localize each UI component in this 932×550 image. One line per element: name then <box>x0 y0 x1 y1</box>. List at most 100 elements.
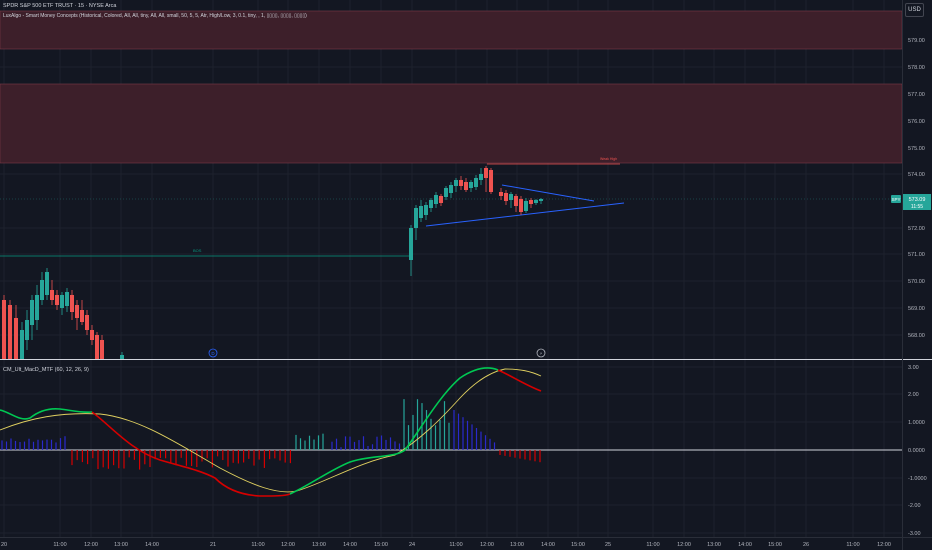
price-tick-label: 574.00 <box>908 172 925 178</box>
price-tick-label: 572.00 <box>908 226 925 232</box>
candle-body <box>459 180 463 186</box>
time-label: 14:00 <box>738 542 752 548</box>
candle-body <box>2 300 6 360</box>
candle-body <box>45 272 49 295</box>
time-label: 11:00 <box>251 542 264 548</box>
time-label: 25 <box>605 542 611 548</box>
time-label: 15:00 <box>571 542 585 548</box>
candle-body <box>25 320 29 340</box>
candle-body <box>414 208 418 228</box>
macd-tick-label: -2.00 <box>908 503 921 509</box>
time-label: 11:00 <box>449 542 462 548</box>
time-label: 12:00 <box>877 542 891 548</box>
macd-tick-label: 2.00 <box>908 392 919 398</box>
currency-button[interactable]: USD <box>905 3 924 17</box>
macd-tick-label: 0.0000 <box>908 448 925 454</box>
candle-body <box>55 295 59 305</box>
time-label: 12:00 <box>480 542 494 548</box>
candle-body <box>539 199 543 201</box>
bar-countdown: 11:55 <box>911 204 923 210</box>
candle-body <box>529 200 533 204</box>
smc-indicator-legend[interactable]: LuxAlgo - Smart Money Concepts (Historic… <box>3 13 307 19</box>
candle-body <box>70 295 74 312</box>
macd-tick-label: 3.00 <box>908 365 919 371</box>
price-tick-label: 568.00 <box>908 333 925 339</box>
time-label: 20 <box>1 542 7 548</box>
time-label: 15:00 <box>374 542 388 548</box>
time-label: 11:00 <box>53 542 66 548</box>
price-tick-label: 569.00 <box>908 306 925 312</box>
candle-body <box>474 178 478 187</box>
price-tick-label: 571.00 <box>908 252 925 258</box>
candle-body <box>40 280 44 300</box>
time-label: 21 <box>210 542 216 548</box>
candle-body <box>75 305 79 318</box>
price-tick-label: 577.00 <box>908 92 925 98</box>
time-label: 15:00 <box>768 542 782 548</box>
candle-body <box>519 199 523 212</box>
candle-body <box>444 188 448 197</box>
candle-body <box>429 200 433 208</box>
candle-body <box>65 292 69 306</box>
candle-body <box>469 182 473 188</box>
candle-body <box>95 335 99 360</box>
time-label: 12:00 <box>281 542 295 548</box>
candle-body <box>499 192 503 196</box>
candle-body <box>14 318 18 360</box>
candle-body <box>449 185 453 193</box>
time-label: 13:00 <box>707 542 721 548</box>
candle-body <box>454 180 458 186</box>
candle-body <box>50 290 54 300</box>
supply-zone-lower <box>0 84 902 163</box>
time-label: 13:00 <box>312 542 326 548</box>
candle-body <box>424 205 428 215</box>
candle-body <box>434 195 438 204</box>
time-label: 12:00 <box>84 542 98 548</box>
candle-body <box>100 340 104 360</box>
candle-body <box>534 200 538 203</box>
candle-body <box>514 196 518 206</box>
candle-body <box>464 182 468 190</box>
candle-body <box>479 174 483 180</box>
macd-tick-label: -3.00 <box>908 531 921 537</box>
candle-body <box>489 170 493 192</box>
candle-body <box>504 193 508 201</box>
candle-body <box>80 310 84 322</box>
macd-tick-label: -1.0000 <box>908 476 927 482</box>
candle-body <box>90 330 94 340</box>
price-tick-label: 575.00 <box>908 146 925 152</box>
candle-body <box>20 330 24 360</box>
time-label: 11:00 <box>846 542 859 548</box>
time-label: 14:00 <box>145 542 159 548</box>
candle-body <box>524 201 528 211</box>
symbol-tag-text: SPY <box>891 197 900 202</box>
earnings-event-label: ⚡ <box>539 351 542 356</box>
candle-body <box>439 196 443 203</box>
candle-body <box>484 168 488 178</box>
time-label: 13:00 <box>510 542 524 548</box>
bos-label: BOS <box>193 248 202 253</box>
candle-body <box>8 305 12 360</box>
time-label: 14:00 <box>343 542 357 548</box>
price-tick-label: 570.00 <box>908 279 925 285</box>
weak-high-label: Weak High <box>600 157 617 161</box>
macd-tick-label: 1.0000 <box>908 420 925 426</box>
symbol-title[interactable]: SPDR S&P 500 ETF TRUST · 15 · NYSE Arca <box>3 3 117 9</box>
time-label: 12:00 <box>677 542 691 548</box>
time-label: 14:00 <box>541 542 555 548</box>
candle-body <box>85 315 89 330</box>
candle-body <box>30 300 34 325</box>
time-label: 13:00 <box>114 542 128 548</box>
price-tick-label: 579.00 <box>908 38 925 44</box>
time-label: 24 <box>409 542 415 548</box>
candle-body <box>35 295 39 320</box>
last-price-value: 573.09 <box>909 197 926 203</box>
candle-body <box>409 228 413 260</box>
price-tick-label: 578.00 <box>908 65 925 71</box>
time-label: 11:00 <box>646 542 659 548</box>
candle-body <box>509 194 513 200</box>
time-label: 26 <box>803 542 809 548</box>
candle-body <box>419 206 423 218</box>
macd-indicator-legend[interactable]: CM_Ult_MacD_MTF (60, 12, 26, 9) <box>3 367 89 373</box>
